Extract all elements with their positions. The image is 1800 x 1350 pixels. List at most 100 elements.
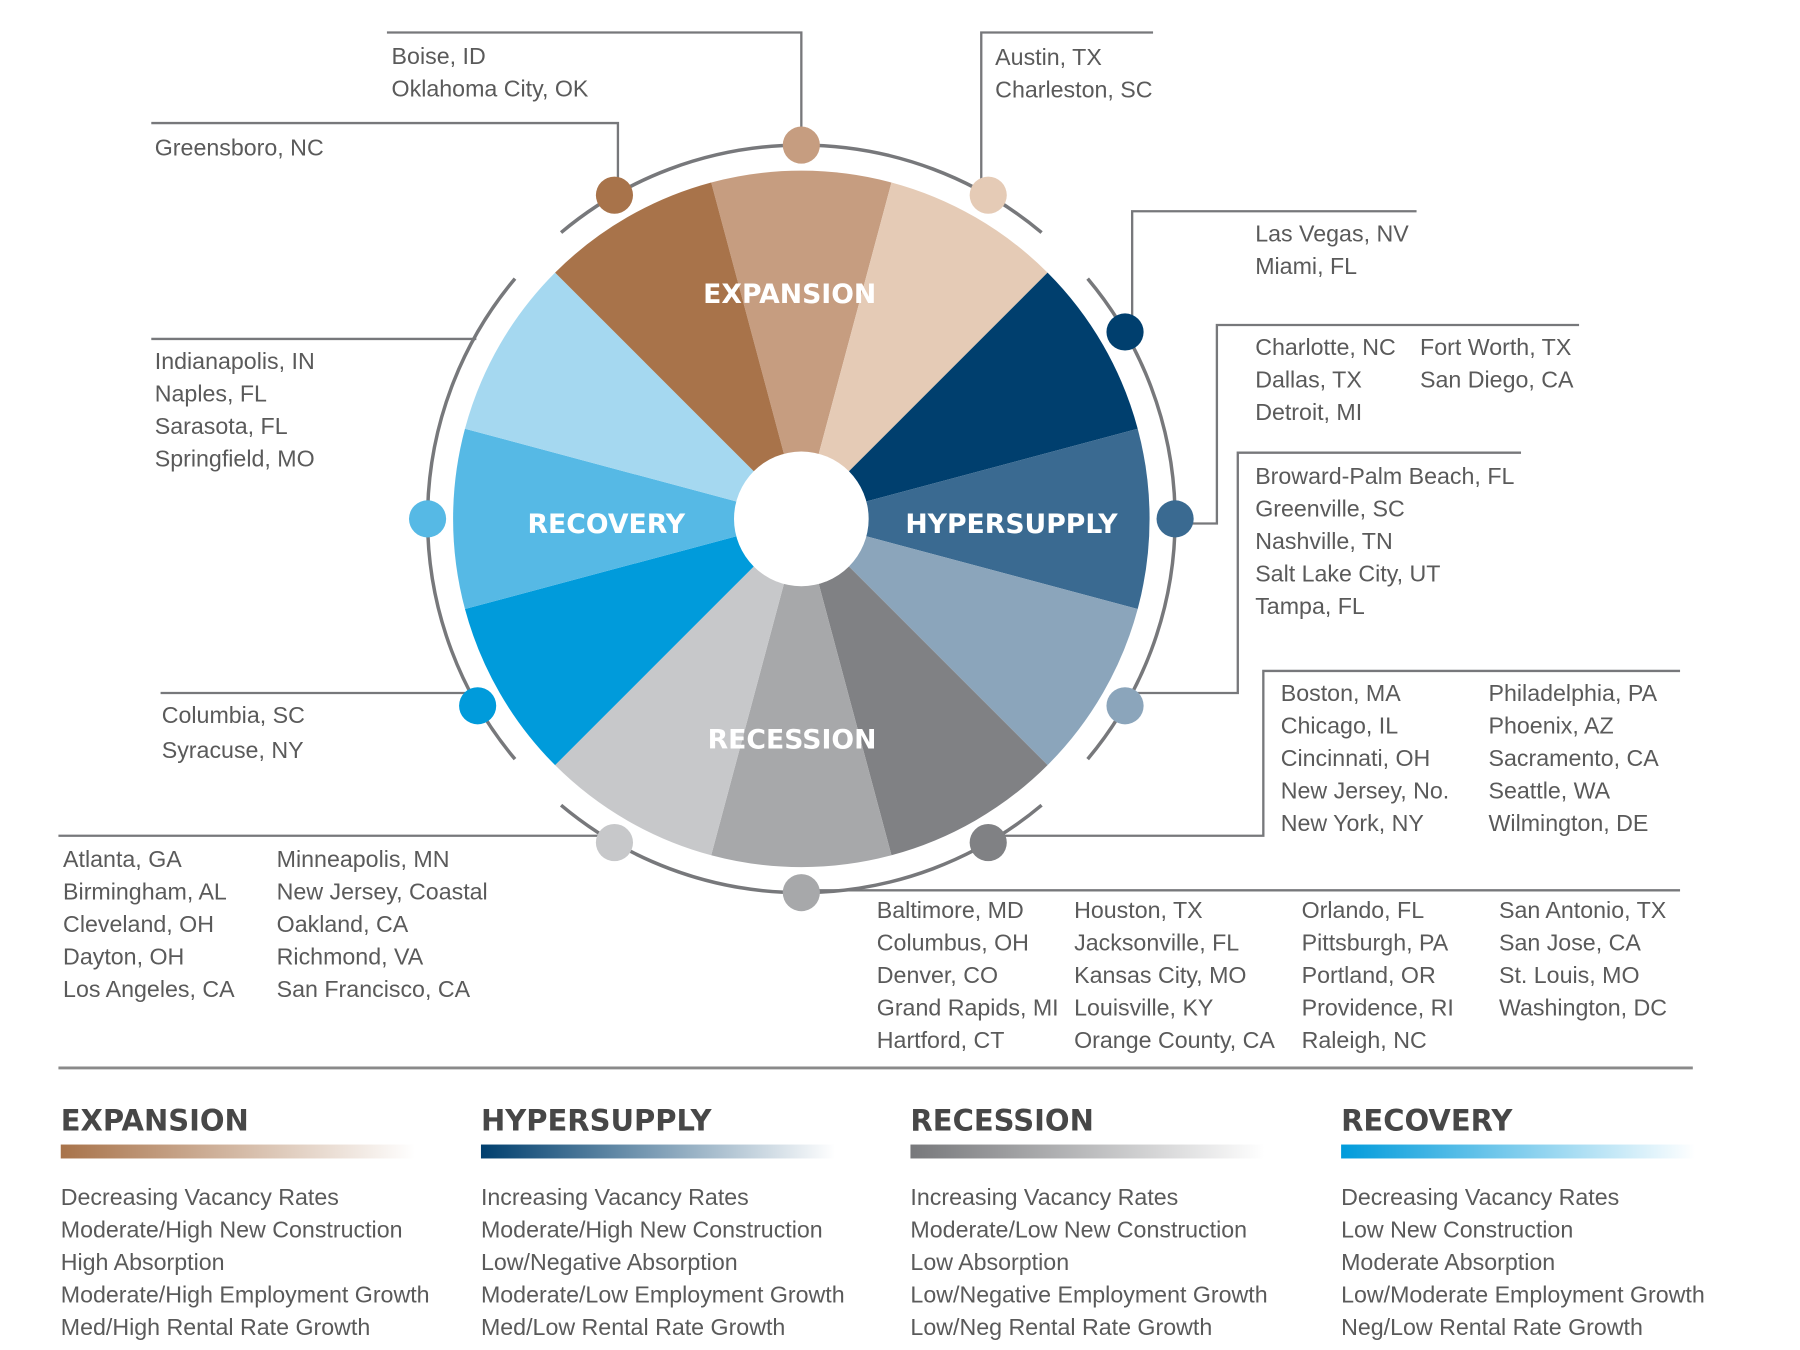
city-label: New Jersey, Coastal xyxy=(277,879,488,905)
city-label: Cleveland, OH xyxy=(63,911,214,937)
legend-item: High Absorption xyxy=(61,1249,225,1275)
callout-group: Broward-Palm Beach, FL Greenville, SC Nash… xyxy=(1255,463,1514,619)
market-dot xyxy=(1106,687,1144,725)
city-label: Washington, DC xyxy=(1499,995,1667,1021)
wheel-wedge xyxy=(801,518,1138,766)
legend-item: Moderate/High New Construction xyxy=(481,1216,823,1242)
callout-group: Greensboro, NC xyxy=(155,135,324,161)
legend-gradient-bar xyxy=(480,1144,835,1159)
city-label: Denver, CO xyxy=(877,962,998,988)
city-label: Columbia, SC xyxy=(162,702,305,728)
callout-group: Austin, TX Charleston, SC xyxy=(995,44,1152,103)
legend-item: Moderate Absorption xyxy=(1341,1249,1555,1275)
city-label: Austin, TX xyxy=(995,44,1102,70)
legend-item: Low Absorption xyxy=(910,1249,1069,1275)
wheel-wedge xyxy=(801,428,1150,610)
callout-group: Boston, MA Chicago, IL Cincinnati, OH New J… xyxy=(1281,680,1660,836)
legend-item: Moderate/Low New Construction xyxy=(910,1216,1247,1242)
city-label: Nashville, TN xyxy=(1255,528,1393,554)
legend-item: Neg/Low Rental Rate Growth xyxy=(1341,1314,1643,1340)
city-label: Raleigh, NC xyxy=(1302,1027,1427,1053)
market-dot xyxy=(969,176,1007,214)
city-label: Grand Rapids, MI xyxy=(877,995,1059,1021)
city-label: Boston, MA xyxy=(1281,680,1401,706)
wheel-wedge xyxy=(711,170,892,519)
city-label: Las Vegas, NV xyxy=(1255,220,1409,246)
city-label: San Jose, CA xyxy=(1499,930,1641,956)
city-label: Providence, RI xyxy=(1302,995,1454,1021)
city-label: New York, NY xyxy=(1281,810,1424,836)
callout-group: Atlanta, GA Birmingham, AL Cleveland, OH Da… xyxy=(63,846,488,1002)
city-label: Greenville, SC xyxy=(1255,496,1405,522)
wheel-label-recession: RECESSION xyxy=(708,725,877,756)
city-label: Springfield, MO xyxy=(155,446,315,472)
wheel-wedge xyxy=(801,182,1048,519)
city-label: Sacramento, CA xyxy=(1489,745,1660,771)
market-dot xyxy=(595,176,634,214)
city-label: Los Angeles, CA xyxy=(63,976,235,1002)
legend-item: Decreasing Vacancy Rates xyxy=(61,1184,339,1210)
wheel-label-recovery: RECOVERY xyxy=(527,509,685,540)
market-dot xyxy=(408,500,447,538)
city-label: San Diego, CA xyxy=(1420,367,1574,393)
market-dot xyxy=(969,823,1007,862)
city-label: St. Louis, MO xyxy=(1499,962,1640,988)
legend-item: Increasing Vacancy Rates xyxy=(481,1184,749,1210)
callout-group: Baltimore, MD Columbus, OH Denver, CO Grand… xyxy=(877,897,1667,1053)
city-label: New Jersey, No. xyxy=(1281,778,1449,804)
legend-gradient-bar xyxy=(60,1144,415,1159)
legend-item: Increasing Vacancy Rates xyxy=(910,1184,1178,1210)
legend-item: Low/Negative Employment Growth xyxy=(910,1281,1267,1307)
city-label: Atlanta, GA xyxy=(63,846,182,872)
legend-recovery: RECOVERY Decreasing Vacancy Rates Low New … xyxy=(1341,1104,1705,1340)
leader-line xyxy=(1132,451,1522,695)
city-label: Birmingham, AL xyxy=(63,879,227,905)
callout-group: Boise, ID Oklahoma City, OK xyxy=(392,43,589,102)
market-dot xyxy=(595,823,634,862)
legend-item: Moderate/High New Construction xyxy=(61,1216,403,1242)
city-label: Portland, OR xyxy=(1302,962,1436,988)
legend-expansion: EXPANSION Decreasing Vacancy Rates Moderat… xyxy=(60,1104,430,1340)
city-label: Richmond, VA xyxy=(277,944,424,970)
phase-legend: EXPANSION Decreasing Vacancy Rates Moderat… xyxy=(60,1104,1705,1340)
leader-line xyxy=(980,31,1154,186)
leader-line xyxy=(151,121,620,193)
city-label: Chicago, IL xyxy=(1281,713,1398,739)
city-label: Naples, FL xyxy=(155,381,267,407)
city-label: Jacksonville, FL xyxy=(1074,930,1239,956)
leader-line xyxy=(1175,323,1580,525)
market-dot xyxy=(782,126,820,164)
city-label: Greensboro, NC xyxy=(155,135,324,161)
city-label: Houston, TX xyxy=(1074,897,1203,923)
city-label: Seattle, WA xyxy=(1489,778,1611,804)
market-dot xyxy=(1156,500,1194,538)
legend-item: Moderate/Low Employment Growth xyxy=(481,1281,845,1307)
legend-title: HYPERSUPPLY xyxy=(481,1104,713,1138)
wheel-wedge xyxy=(453,428,802,610)
wheel-wedge xyxy=(555,182,802,519)
wheel-label-hypersupply: HYPERSUPPLY xyxy=(905,509,1118,540)
wheel-wedge xyxy=(464,518,802,766)
legend-item: Med/High Rental Rate Growth xyxy=(61,1314,371,1340)
legend-recession: RECESSION Increasing Vacancy Rates Moderat… xyxy=(910,1104,1268,1340)
legend-item: Med/Low Rental Rate Growth xyxy=(481,1314,785,1340)
legend-gradient-bar xyxy=(1341,1144,1696,1159)
legend-title: EXPANSION xyxy=(61,1104,249,1138)
market-dot xyxy=(459,687,497,725)
city-label: Cincinnati, OH xyxy=(1281,745,1431,771)
city-label: Wilmington, DE xyxy=(1489,810,1649,836)
wheel-wedge xyxy=(801,518,1048,856)
wheel-wedge xyxy=(711,518,892,868)
wheel-wedge xyxy=(464,272,802,519)
city-label: Detroit, MI xyxy=(1255,399,1362,425)
legend-item: Low/Neg Rental Rate Growth xyxy=(910,1314,1212,1340)
wheel-label-expansion: EXPANSION xyxy=(703,279,876,310)
city-label: Orlando, FL xyxy=(1302,897,1425,923)
callout-group: Columbia, SC Syracuse, NY xyxy=(162,702,305,763)
market-dot xyxy=(1106,313,1144,351)
city-label: Hartford, CT xyxy=(877,1027,1005,1053)
leader-lines xyxy=(58,31,1681,892)
city-label: Charlotte, NC xyxy=(1255,334,1396,360)
legend-item: Low/Moderate Employment Growth xyxy=(1341,1281,1705,1307)
wheel-wedge xyxy=(555,518,802,856)
